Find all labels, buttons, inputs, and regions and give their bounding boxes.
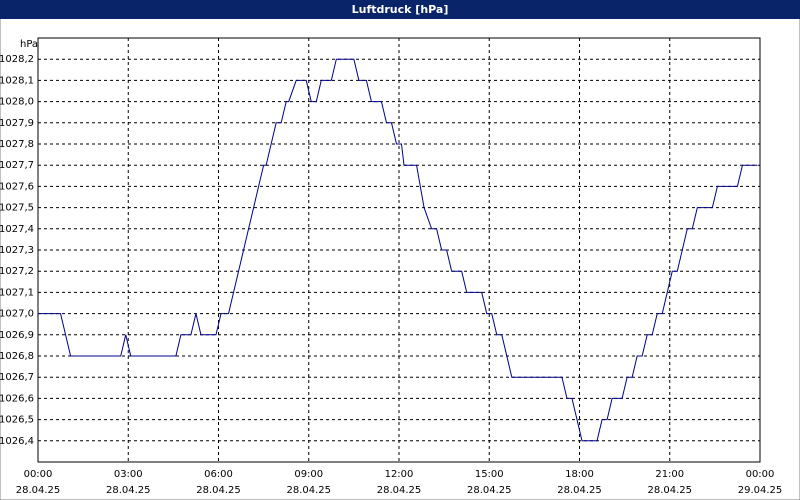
- x-tick-date: 28.04.25: [196, 485, 241, 496]
- y-tick-label: 1027,3: [0, 245, 34, 256]
- chart-title: Luftdruck [hPa]: [352, 3, 449, 16]
- y-tick-label: 1027,6: [0, 181, 34, 192]
- x-tick-label: 00:00: [24, 469, 53, 480]
- x-tick-date: 28.04.25: [647, 485, 692, 496]
- y-tick-label: 1028,0: [0, 97, 34, 108]
- x-tick-label: 15:00: [475, 469, 504, 480]
- x-tick-date: 28.04.25: [106, 485, 151, 496]
- y-tick-label: 1027,5: [0, 203, 34, 214]
- y-axis-label: hPa: [20, 39, 38, 50]
- x-tick-label: 00:00: [746, 469, 775, 480]
- x-tick-label: 18:00: [565, 469, 594, 480]
- y-tick-label: 1026,6: [0, 393, 34, 404]
- y-tick-label: 1028,2: [0, 54, 34, 65]
- x-tick-label: 21:00: [655, 469, 684, 480]
- y-tick-label: 1026,9: [0, 330, 34, 341]
- y-tick-label: 1027,4: [0, 224, 34, 235]
- x-tick-date: 29.04.25: [738, 485, 783, 496]
- x-tick-label: 03:00: [114, 469, 143, 480]
- x-tick-label: 12:00: [385, 469, 414, 480]
- x-tick-date: 28.04.25: [286, 485, 331, 496]
- x-tick-date: 28.04.25: [467, 485, 512, 496]
- y-tick-label: 1027,7: [0, 160, 34, 171]
- y-tick-label: 1026,5: [0, 415, 34, 426]
- y-tick-label: 1027,2: [0, 266, 34, 277]
- x-tick-date: 28.04.25: [557, 485, 602, 496]
- y-tick-label: 1027,9: [0, 118, 34, 129]
- x-tick-date: 28.04.25: [377, 485, 422, 496]
- y-tick-label: 1027,0: [0, 309, 34, 320]
- y-tick-label: 1026,7: [0, 372, 34, 383]
- title-bar: [0, 0, 800, 19]
- x-tick-label: 06:00: [204, 469, 233, 480]
- y-tick-label: 1027,8: [0, 139, 34, 150]
- x-tick-label: 09:00: [294, 469, 323, 480]
- y-tick-label: 1026,8: [0, 351, 34, 362]
- line-series: [38, 58, 758, 442]
- y-tick-label: 1027,1: [0, 287, 34, 298]
- x-tick-date: 28.04.25: [16, 485, 61, 496]
- y-tick-label: 1028,1: [0, 75, 34, 86]
- y-tick-label: 1026,4: [0, 436, 34, 447]
